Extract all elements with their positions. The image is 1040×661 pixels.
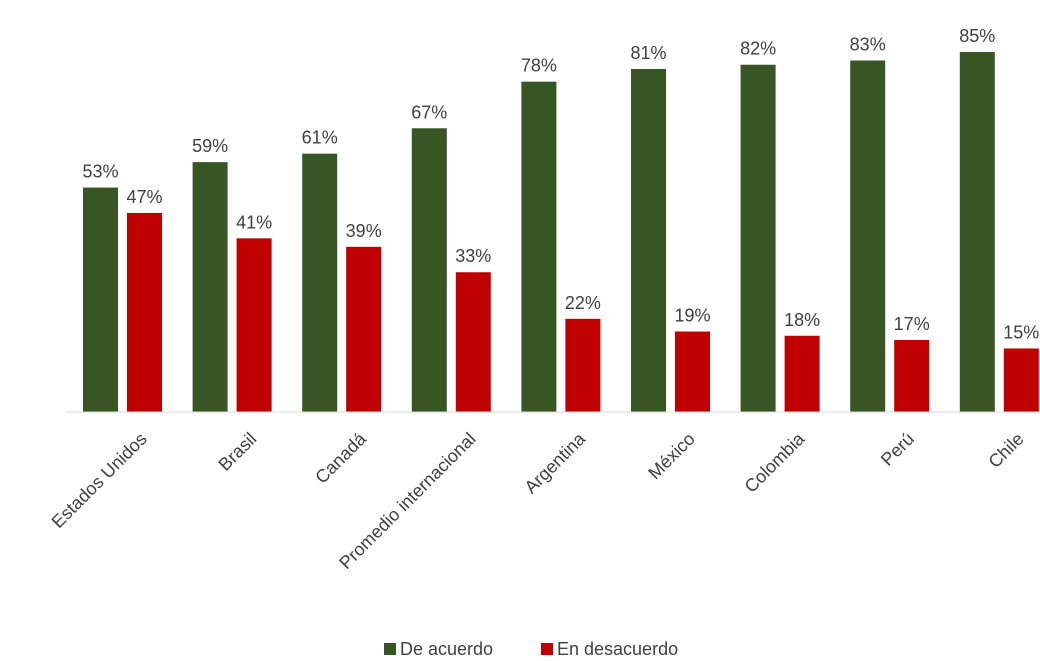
bar-de-acuerdo-0 — [83, 187, 118, 412]
bar-de-acuerdo-2 — [302, 153, 338, 413]
category-label-6: Colombia — [741, 428, 810, 497]
category-label-4: Argentina — [521, 428, 590, 497]
value-label-en-desacuerdo-6: 18% — [784, 310, 820, 330]
bar-en-desacuerdo-6 — [784, 335, 820, 412]
category-label-5: México — [644, 429, 698, 483]
value-label-en-desacuerdo-4: 22% — [565, 293, 601, 313]
bar-en-desacuerdo-5 — [675, 331, 710, 412]
category-label-8: Chile — [984, 429, 1027, 472]
value-label-de-acuerdo-1: 59% — [192, 136, 228, 156]
legend-swatch-en-desacuerdo — [541, 643, 553, 655]
value-label-de-acuerdo-7: 83% — [850, 34, 886, 54]
bar-de-acuerdo-7 — [850, 60, 886, 413]
value-label-en-desacuerdo-7: 17% — [894, 314, 930, 334]
legend-label-de-acuerdo: De acuerdo — [400, 639, 493, 659]
bar-de-acuerdo-8 — [959, 52, 995, 413]
plot-area — [83, 52, 1039, 413]
bar-de-acuerdo-1 — [192, 162, 228, 412]
value-label-en-desacuerdo-5: 19% — [674, 306, 710, 326]
legend-swatch-de-acuerdo — [384, 643, 396, 655]
bar-en-desacuerdo-0 — [127, 212, 162, 412]
value-label-de-acuerdo-4: 78% — [521, 56, 557, 76]
bar-de-acuerdo-6 — [740, 64, 776, 412]
value-labels: 53% 47% 59% 41% 61% 39% 67% 33% 78% 22% 81% 19% 82% 1… — [82, 26, 1039, 342]
legend-label-en-desacuerdo: En desacuerdo — [557, 639, 678, 659]
value-label-de-acuerdo-0: 53% — [82, 162, 118, 182]
value-label-de-acuerdo-8: 85% — [959, 26, 995, 46]
bar-en-desacuerdo-1 — [236, 238, 272, 412]
value-label-de-acuerdo-6: 82% — [740, 39, 776, 59]
bar-de-acuerdo-3 — [411, 128, 447, 412]
value-label-en-desacuerdo-1: 41% — [236, 212, 272, 232]
bar-en-desacuerdo-3 — [455, 272, 491, 412]
category-label-1: Brasil — [214, 429, 260, 475]
bar-en-desacuerdo-2 — [346, 246, 382, 412]
bar-en-desacuerdo-8 — [1003, 348, 1039, 412]
value-label-en-desacuerdo-2: 39% — [346, 221, 382, 241]
category-label-7: Perú — [877, 429, 918, 470]
category-label-0: Estados Unidos — [48, 429, 151, 532]
category-label-2: Canadá — [311, 428, 370, 487]
bar-en-desacuerdo-7 — [894, 340, 930, 412]
value-label-de-acuerdo-5: 81% — [630, 43, 666, 63]
bar-de-acuerdo-5 — [631, 68, 666, 412]
value-label-en-desacuerdo-0: 47% — [126, 187, 162, 207]
value-label-en-desacuerdo-8: 15% — [1003, 322, 1039, 342]
value-label-de-acuerdo-2: 61% — [302, 128, 338, 148]
value-label-en-desacuerdo-3: 33% — [455, 246, 491, 266]
bar-en-desacuerdo-4 — [565, 318, 601, 412]
value-label-de-acuerdo-3: 67% — [411, 102, 447, 122]
bar-de-acuerdo-4 — [521, 81, 557, 413]
legend: De acuerdo En desacuerdo — [384, 639, 678, 659]
